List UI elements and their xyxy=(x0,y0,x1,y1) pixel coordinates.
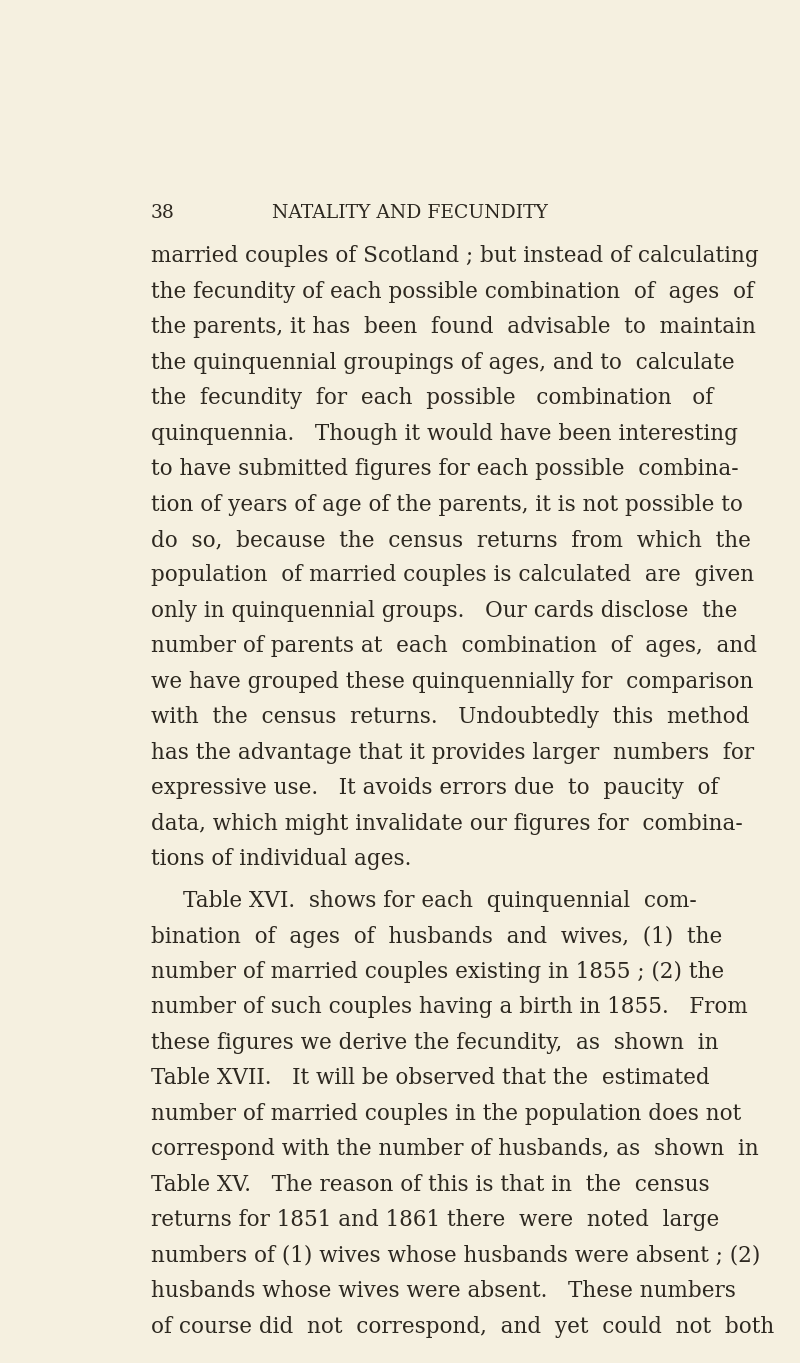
Text: do  so,  because  the  census  returns  from  which  the: do so, because the census returns from w… xyxy=(151,529,750,551)
Text: number of married couples in the population does not: number of married couples in the populat… xyxy=(151,1103,741,1124)
Text: Table XV.   The reason of this is that in  the  census: Table XV. The reason of this is that in … xyxy=(151,1174,710,1195)
Text: NATALITY AND FECUNDITY: NATALITY AND FECUNDITY xyxy=(272,203,548,222)
Text: population  of married couples is calculated  are  given: population of married couples is calcula… xyxy=(151,564,754,586)
Text: data, which might invalidate our figures for  combina-: data, which might invalidate our figures… xyxy=(151,812,742,834)
Text: numbers of (1) wives whose husbands were absent ; (2): numbers of (1) wives whose husbands were… xyxy=(151,1244,760,1266)
Text: only in quinquennial groups.   Our cards disclose  the: only in quinquennial groups. Our cards d… xyxy=(151,600,738,622)
Text: has the advantage that it provides larger  numbers  for: has the advantage that it provides large… xyxy=(151,741,754,763)
Text: these figures we derive the fecundity,  as  shown  in: these figures we derive the fecundity, a… xyxy=(151,1032,718,1054)
Text: quinquennia.   Though it would have been interesting: quinquennia. Though it would have been i… xyxy=(151,423,738,444)
Text: tion of years of age of the parents, it is not possible to: tion of years of age of the parents, it … xyxy=(151,493,742,515)
Text: number of parents at  each  combination  of  ages,  and: number of parents at each combination of… xyxy=(151,635,757,657)
Text: bination  of  ages  of  husbands  and  wives,  (1)  the: bination of ages of husbands and wives, … xyxy=(151,925,722,947)
Text: the quinquennial groupings of ages, and to  calculate: the quinquennial groupings of ages, and … xyxy=(151,352,734,373)
Text: to have submitted figures for each possible  combina-: to have submitted figures for each possi… xyxy=(151,458,738,480)
Text: the parents, it has  been  found  advisable  to  maintain: the parents, it has been found advisable… xyxy=(151,316,756,338)
Text: husbands whose wives were absent.   These numbers: husbands whose wives were absent. These … xyxy=(151,1280,736,1302)
Text: tions of individual ages.: tions of individual ages. xyxy=(151,848,411,870)
Text: correspond with the number of husbands, as  shown  in: correspond with the number of husbands, … xyxy=(151,1138,758,1160)
Text: married couples of Scotland ; but instead of calculating: married couples of Scotland ; but instea… xyxy=(151,245,758,267)
Text: we have grouped these quinquennially for  comparison: we have grouped these quinquennially for… xyxy=(151,671,754,692)
Text: expressive use.   It avoids errors due  to  paucity  of: expressive use. It avoids errors due to … xyxy=(151,777,718,799)
Text: with  the  census  returns.   Undoubtedly  this  method: with the census returns. Undoubtedly thi… xyxy=(151,706,750,728)
Text: of course did  not  correspond,  and  yet  could  not  both: of course did not correspond, and yet co… xyxy=(151,1315,774,1337)
Text: 38: 38 xyxy=(151,203,174,222)
Text: number of such couples having a birth in 1855.   From: number of such couples having a birth in… xyxy=(151,996,747,1018)
Text: the fecundity of each possible combination  of  ages  of: the fecundity of each possible combinati… xyxy=(151,281,754,303)
Text: Table XVI.  shows for each  quinquennial  com-: Table XVI. shows for each quinquennial c… xyxy=(183,890,697,912)
Text: Table XVII.   It will be observed that the  estimated: Table XVII. It will be observed that the… xyxy=(151,1067,710,1089)
Text: number of married couples existing in 1855 ; (2) the: number of married couples existing in 18… xyxy=(151,961,724,983)
Text: the  fecundity  for  each  possible   combination   of: the fecundity for each possible combinat… xyxy=(151,387,713,409)
Text: returns for 1851 and 1861 there  were  noted  large: returns for 1851 and 1861 there were not… xyxy=(151,1209,719,1231)
